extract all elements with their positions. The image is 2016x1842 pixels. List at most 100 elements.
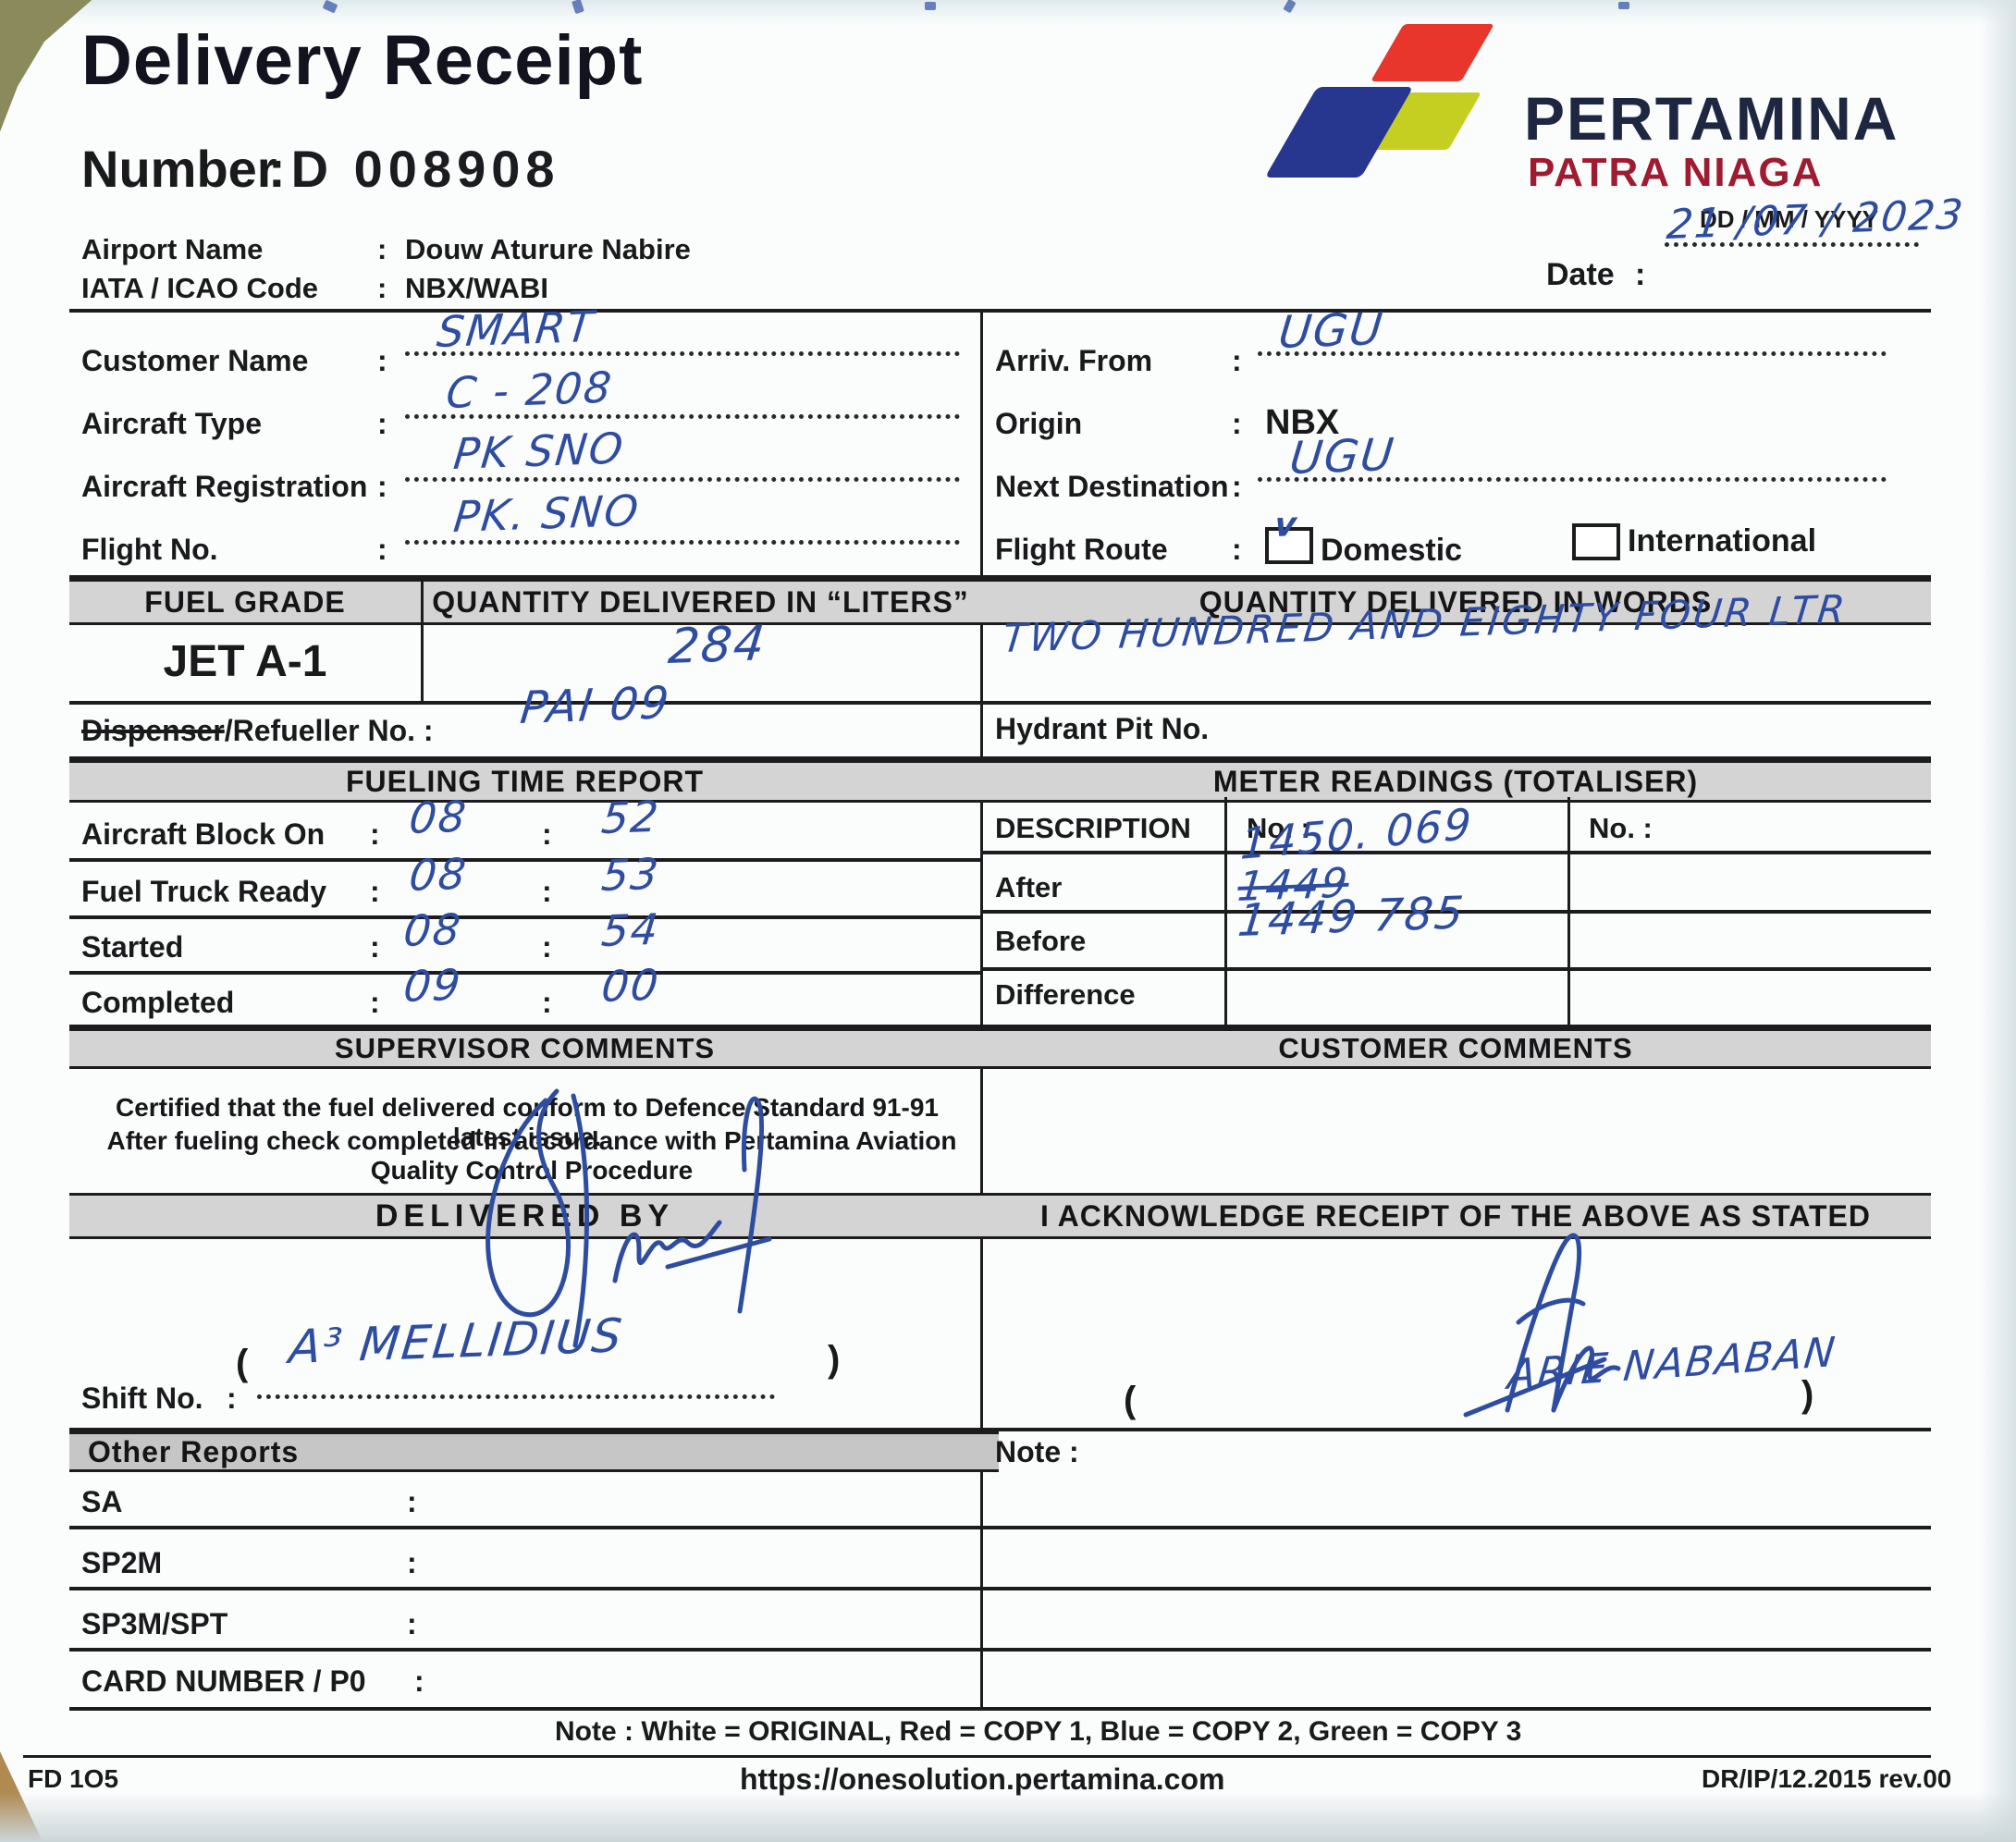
delivered-paren-open: ( bbox=[236, 1343, 249, 1383]
before-label: Before bbox=[995, 925, 1087, 957]
started-mm: 54 bbox=[599, 903, 663, 956]
liters-value-handwritten: 284 bbox=[666, 616, 769, 675]
origin-value: NBX bbox=[1265, 403, 1340, 442]
rule bbox=[69, 1707, 1931, 1711]
logo-red-shape bbox=[1371, 24, 1494, 81]
flight-no-colon: : bbox=[377, 533, 387, 566]
after-label: After bbox=[995, 871, 1063, 903]
supervisor-comments-header: SUPERVISOR COMMENTS bbox=[69, 1028, 980, 1069]
sp2m-colon: : bbox=[407, 1546, 417, 1579]
customer-name-line bbox=[405, 351, 960, 356]
iata-icao-value: NBX/WABI bbox=[405, 272, 548, 304]
rule bbox=[980, 851, 1931, 854]
rule bbox=[69, 1648, 1931, 1652]
rule bbox=[69, 858, 980, 862]
next-destination-label: Next Destination bbox=[995, 470, 1229, 503]
time-colon: : bbox=[370, 875, 380, 908]
delivered-by-header: DELIVERED BY bbox=[69, 1193, 980, 1239]
aircraft-type-line bbox=[405, 414, 960, 419]
footer-url: https://onesolution.pertamina.com bbox=[740, 1762, 1225, 1796]
aircraft-registration-label: Aircraft Registration bbox=[81, 470, 368, 503]
date-format-hint: DD / MM / YYYY bbox=[1700, 205, 1879, 233]
iata-icao-label: IATA / ICAO Code bbox=[81, 272, 319, 304]
other-reports-header: Other Reports bbox=[69, 1431, 999, 1472]
description-header: DESCRIPTION bbox=[995, 812, 1191, 844]
number-label: Number bbox=[81, 140, 277, 198]
meter-no2-header: No. : bbox=[1589, 812, 1653, 844]
rule bbox=[69, 701, 1931, 705]
rule bbox=[23, 1755, 1931, 1758]
rule bbox=[69, 915, 980, 919]
flight-no-line bbox=[405, 540, 960, 545]
aircraft-type-label: Aircraft Type bbox=[81, 407, 263, 440]
aircraft-type-colon: : bbox=[377, 407, 387, 440]
after-value-handwritten: 1450. 069 bbox=[1239, 798, 1475, 869]
time-colon: : bbox=[370, 930, 380, 964]
delivered-paren-close: ) bbox=[828, 1339, 841, 1380]
shift-colon: : bbox=[227, 1382, 237, 1415]
customer-paren-close: ) bbox=[1801, 1374, 1814, 1415]
meter-no1-header: No. : bbox=[1247, 812, 1310, 844]
shift-line bbox=[257, 1394, 775, 1399]
words-header: QUANTITY DELIVERED IN WORDS bbox=[980, 579, 1931, 625]
flight-no-label: Flight No. bbox=[81, 533, 218, 566]
rule bbox=[69, 309, 1931, 313]
domestic-checkmark: v bbox=[1272, 505, 1300, 545]
date-line bbox=[1665, 242, 1919, 247]
sp2m-label: SP2M bbox=[81, 1546, 163, 1579]
next-destination-line bbox=[1258, 477, 1887, 482]
time-colon: : bbox=[370, 817, 380, 851]
block-on-hh: 08 bbox=[407, 791, 471, 843]
block-on-label: Aircraft Block On bbox=[81, 817, 326, 851]
footer-revision: DR/IP/12.2015 rev.00 bbox=[1702, 1764, 1952, 1793]
date-colon: : bbox=[1635, 257, 1646, 292]
scan-edge-bottom bbox=[0, 1792, 2016, 1842]
card-number-label: CARD NUMBER / P0 bbox=[81, 1664, 366, 1698]
sp3m-spt-label: SP3M/SPT bbox=[81, 1607, 228, 1640]
date-value-handwritten: 21 /07 / 2023 bbox=[1665, 190, 1967, 249]
time-colon: : bbox=[542, 930, 552, 964]
rule bbox=[69, 971, 980, 975]
block-on-mm: 52 bbox=[599, 791, 663, 843]
flight-route-label: Flight Route bbox=[995, 533, 1168, 566]
dispenser-value-handwritten: PAI 09 bbox=[518, 677, 673, 734]
domestic-checkbox bbox=[1265, 527, 1313, 564]
page-title: Delivery Receipt bbox=[81, 21, 644, 100]
customer-paren-open: ( bbox=[1124, 1380, 1137, 1420]
liters-header: QUANTITY DELIVERED IN “LITERS” bbox=[421, 579, 980, 625]
airport-name-label: Airport Name bbox=[81, 233, 264, 265]
fuel-grade-value: JET A-1 bbox=[163, 637, 327, 686]
rule bbox=[69, 575, 1931, 579]
registration-line bbox=[405, 477, 960, 482]
ink-smudge bbox=[1618, 2, 1629, 9]
international-checkbox bbox=[1572, 523, 1620, 560]
column-divider bbox=[980, 309, 983, 1707]
shift-no-label: Shift No. bbox=[81, 1382, 203, 1415]
sa-colon: : bbox=[407, 1485, 417, 1518]
customer-signature bbox=[1463, 1233, 1621, 1418]
aircraft-type-value: C - 208 bbox=[444, 362, 616, 418]
dispenser-word-struck: Dispenser bbox=[81, 714, 225, 747]
certification-line1: Certified that the fuel delivered confor… bbox=[116, 1093, 939, 1151]
dispenser-refueller-label: Dispenser/Refueller No. : bbox=[81, 714, 434, 748]
airport-name-value: Douw Aturure Nabire bbox=[405, 233, 691, 265]
arriv-line bbox=[1258, 351, 1887, 356]
delivered-by-signature bbox=[486, 1088, 772, 1348]
started-hh: 08 bbox=[401, 903, 465, 956]
registration-colon: : bbox=[377, 470, 387, 503]
truck-ready-hh: 08 bbox=[407, 848, 471, 901]
ink-smudge bbox=[925, 2, 936, 10]
rule bbox=[69, 1428, 1931, 1431]
table-divider bbox=[421, 579, 424, 701]
next-destination-colon: : bbox=[1232, 470, 1242, 503]
domestic-label: Domestic bbox=[1321, 533, 1463, 568]
flight-route-colon: : bbox=[1232, 533, 1242, 566]
pertamina-logo bbox=[1264, 18, 1509, 194]
brand-subname: PATRA NIAGA bbox=[1528, 150, 1824, 195]
arriv-from-label: Arriv. From bbox=[995, 344, 1153, 377]
copy-color-note: Note : White = ORIGINAL, Red = COPY 1, B… bbox=[555, 1716, 1522, 1747]
rule bbox=[980, 967, 1931, 971]
refueller-word: /Refueller No. : bbox=[224, 714, 434, 747]
origin-colon: : bbox=[1232, 407, 1242, 440]
next-destination-value: UGU bbox=[1287, 428, 1398, 485]
